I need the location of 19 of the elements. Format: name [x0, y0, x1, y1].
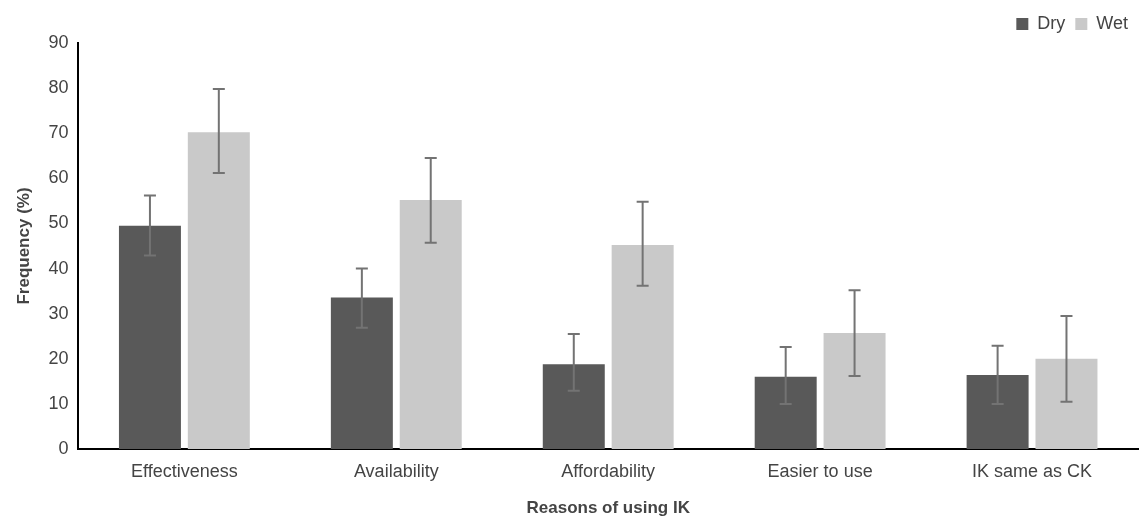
y-tick-label: 80 [48, 77, 69, 98]
legend-label: Dry [1037, 12, 1066, 33]
x-tick-label: Easier to use [767, 460, 873, 481]
y-tick-label: 0 [58, 437, 69, 458]
y-tick-label: 10 [48, 392, 69, 413]
y-tick-label: 90 [48, 31, 69, 52]
y-axis-title: Frequency (%) [13, 187, 33, 305]
legend-label: Wet [1096, 12, 1129, 33]
x-tick-label: Availability [353, 460, 439, 481]
y-tick-label: 20 [48, 347, 69, 368]
x-tick-label: Effectiveness [131, 460, 238, 481]
y-tick-label: 40 [48, 257, 69, 278]
y-tick-label: 30 [48, 302, 69, 323]
x-tick-label: IK same as CK [972, 460, 1093, 481]
y-tick-label: 70 [48, 122, 69, 143]
y-tick-label: 60 [48, 167, 69, 188]
x-tick-label: Affordability [561, 460, 656, 481]
x-axis-title: Reasons of using IK [526, 498, 691, 518]
y-tick-label: 50 [48, 212, 69, 233]
